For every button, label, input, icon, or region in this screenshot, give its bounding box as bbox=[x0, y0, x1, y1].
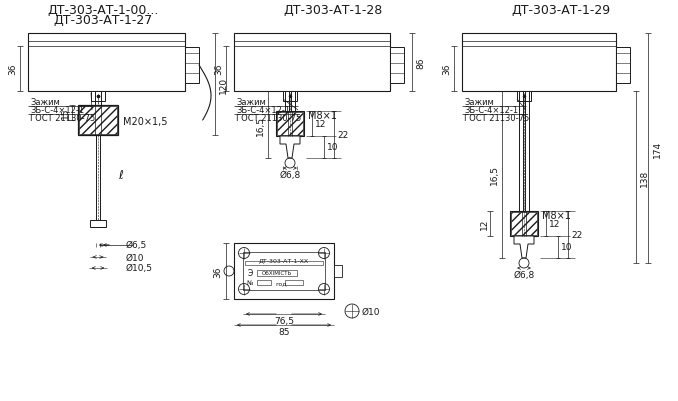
Text: ДТ-303-АТ-1-ХХ: ДТ-303-АТ-1-ХХ bbox=[259, 258, 309, 263]
Text: 86: 86 bbox=[416, 57, 425, 69]
Text: 15: 15 bbox=[60, 107, 70, 118]
Text: 36: 36 bbox=[9, 64, 18, 75]
Text: 138: 138 bbox=[640, 169, 649, 186]
Text: 76,5: 76,5 bbox=[274, 317, 294, 326]
Bar bbox=[185, 48, 199, 84]
Text: Ø6,8: Ø6,8 bbox=[279, 171, 300, 180]
Text: 36: 36 bbox=[214, 265, 222, 277]
Bar bbox=[91, 92, 105, 102]
Text: ДТ-303-АТ-1-28: ДТ-303-АТ-1-28 bbox=[283, 4, 382, 16]
Text: Ø10: Ø10 bbox=[126, 253, 144, 262]
Text: 10: 10 bbox=[327, 143, 338, 152]
Text: №: № bbox=[247, 281, 254, 286]
Text: Ø10,5: Ø10,5 bbox=[126, 264, 153, 273]
Text: ОБХІМІСТЬ: ОБХІМІСТЬ bbox=[262, 271, 292, 276]
Bar bbox=[616, 48, 630, 84]
Text: 85: 85 bbox=[278, 328, 290, 337]
Text: ГОСТ 21130-75: ГОСТ 21130-75 bbox=[236, 114, 301, 123]
Text: Зажим: Зажим bbox=[236, 98, 266, 107]
Bar bbox=[285, 280, 303, 285]
Text: M20×1,5: M20×1,5 bbox=[123, 117, 167, 127]
Text: ЗБ-С-4×12-1: ЗБ-С-4×12-1 bbox=[30, 106, 84, 115]
Bar bbox=[234, 34, 390, 92]
Text: Э: Э bbox=[247, 269, 253, 278]
Bar bbox=[243, 252, 325, 290]
Polygon shape bbox=[280, 137, 300, 159]
Bar bbox=[90, 221, 106, 227]
Text: 16,5: 16,5 bbox=[490, 165, 498, 185]
Text: 12: 12 bbox=[549, 219, 561, 229]
Text: 36: 36 bbox=[214, 64, 224, 75]
Bar bbox=[511, 213, 537, 235]
Text: ЗБ-С-4×12-1: ЗБ-С-4×12-1 bbox=[236, 106, 290, 115]
Bar bbox=[257, 270, 297, 276]
Text: 22: 22 bbox=[337, 131, 348, 140]
Text: 36: 36 bbox=[443, 64, 452, 75]
Bar bbox=[510, 211, 538, 237]
Text: М8×1: М8×1 bbox=[542, 211, 571, 221]
Bar bbox=[390, 48, 404, 84]
Text: год: год bbox=[275, 281, 287, 286]
Bar bbox=[517, 92, 531, 102]
Text: 10: 10 bbox=[561, 243, 572, 252]
Text: Ø10: Ø10 bbox=[362, 307, 380, 316]
Text: ДТ-303-АТ-1-27: ДТ-303-АТ-1-27 bbox=[54, 14, 153, 26]
Text: ГОСТ 21130-75: ГОСТ 21130-75 bbox=[464, 114, 530, 123]
Bar bbox=[79, 107, 117, 135]
Text: 12: 12 bbox=[479, 218, 489, 230]
Text: ДТ-303-АТ-1-29: ДТ-303-АТ-1-29 bbox=[511, 4, 611, 16]
Bar bbox=[28, 34, 185, 92]
Text: Ø6,8: Ø6,8 bbox=[513, 271, 535, 280]
Text: ГОСТ 21130-75: ГОСТ 21130-75 bbox=[30, 114, 95, 123]
Text: ДТ-303-АТ-1-00...: ДТ-303-АТ-1-00... bbox=[47, 4, 159, 16]
Text: М8×1: М8×1 bbox=[308, 111, 337, 121]
Text: Ø6,5: Ø6,5 bbox=[126, 241, 147, 250]
Text: Зажим: Зажим bbox=[30, 98, 60, 107]
Text: 174: 174 bbox=[653, 140, 662, 157]
Text: 12: 12 bbox=[315, 120, 326, 129]
Bar bbox=[277, 113, 303, 136]
Text: 16,5: 16,5 bbox=[256, 115, 264, 135]
Bar bbox=[92, 221, 104, 227]
Bar bbox=[334, 265, 342, 277]
Bar bbox=[462, 34, 616, 92]
Text: 22: 22 bbox=[571, 231, 582, 239]
Bar bbox=[283, 92, 297, 102]
Text: Зажим: Зажим bbox=[464, 98, 494, 107]
Bar bbox=[245, 261, 323, 265]
Text: ℓ: ℓ bbox=[118, 169, 123, 182]
Text: 120: 120 bbox=[219, 76, 228, 93]
Bar bbox=[78, 106, 118, 136]
Bar bbox=[276, 112, 304, 137]
Bar bbox=[234, 243, 334, 299]
Bar bbox=[257, 280, 271, 285]
Text: ЗБ-С-4×12-1: ЗБ-С-4×12-1 bbox=[464, 106, 518, 115]
Polygon shape bbox=[514, 237, 534, 258]
